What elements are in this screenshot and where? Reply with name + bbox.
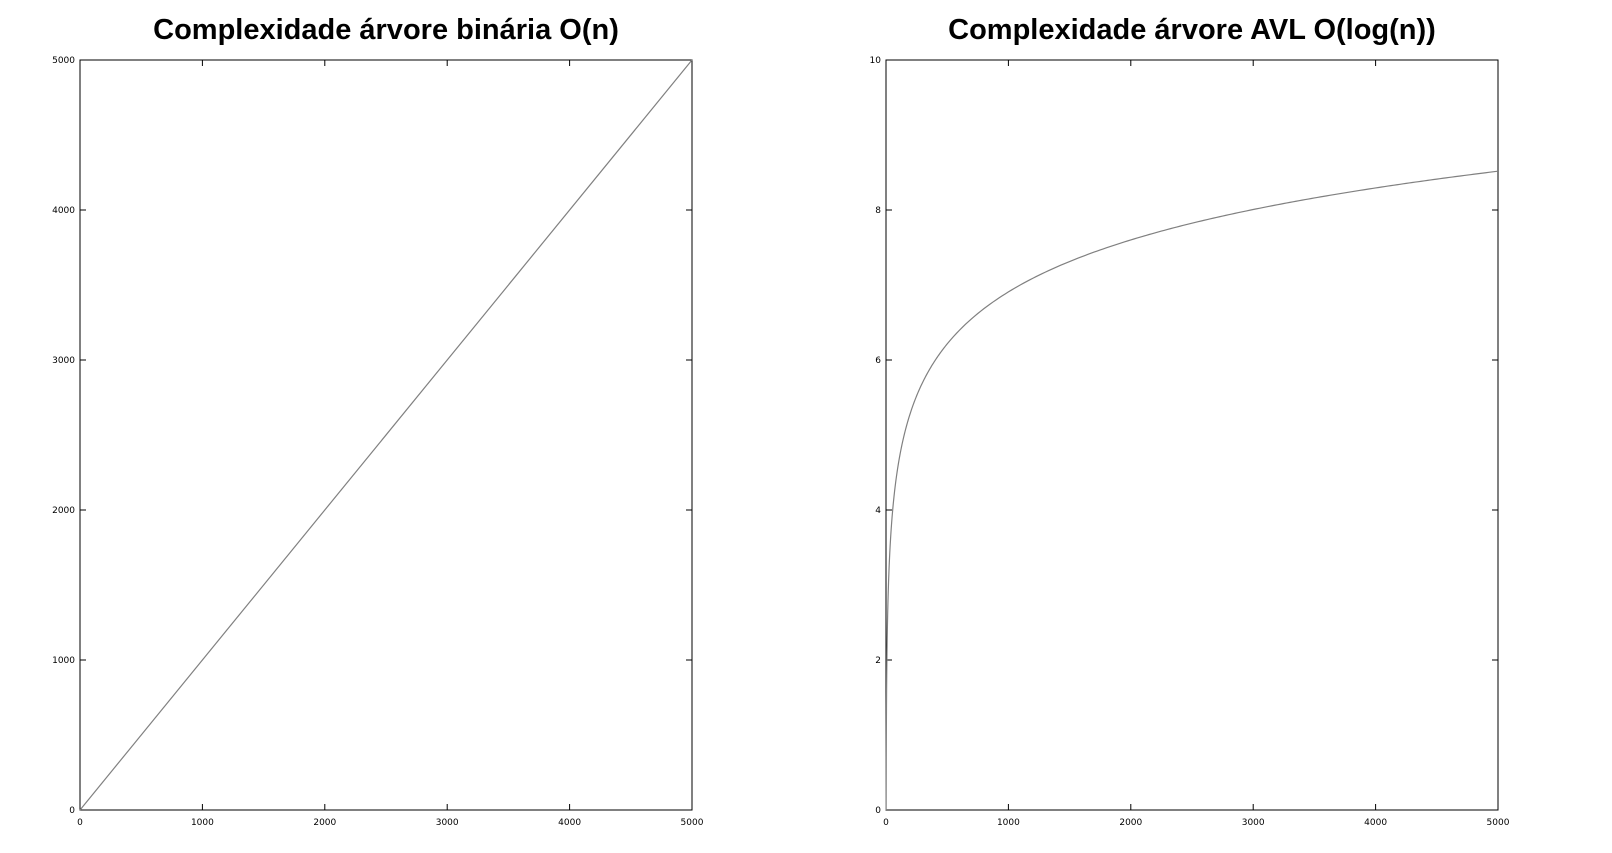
log-complexity-chart: Complexidade árvore AVL O(log(n)) 0 1000 2…	[806, 0, 1612, 853]
y-tick-label: 5000	[52, 56, 75, 66]
y-tick-label: 0	[875, 806, 881, 816]
y-tick-label: 2	[875, 656, 881, 666]
series-line	[885, 170, 1499, 811]
x-tick-label: 1000	[191, 818, 214, 828]
y-tick-label: 2000	[52, 506, 75, 516]
x-tick-label: 2000	[313, 818, 336, 828]
x-tick-label: 0	[883, 818, 889, 828]
x-tick-label: 4000	[558, 818, 581, 828]
series-line	[79, 59, 693, 811]
y-tick-label: 4000	[52, 206, 75, 216]
plot-frame	[79, 59, 693, 811]
x-tick-label: 3000	[436, 818, 459, 828]
x-tick-label: 4000	[1364, 818, 1387, 828]
log-plot-area: 0 1000 2000 3000 4000 5000 0 2 4 6 8 10	[870, 56, 1510, 828]
plot-frame	[885, 59, 1499, 811]
x-tick-label: 3000	[1242, 818, 1265, 828]
x-tick-label: 1000	[997, 818, 1020, 828]
y-tick-label: 1000	[52, 656, 75, 666]
y-tick-label: 4	[875, 506, 881, 516]
linear-plot-area: 0 1000 2000 3000 4000 5000 0 1000 2000 3000 4000 50…	[52, 56, 704, 828]
y-tick-label: 10	[870, 56, 882, 66]
chart-title: Complexidade árvore AVL O(log(n))	[948, 14, 1436, 46]
x-tick-label: 5000	[681, 818, 704, 828]
linear-complexity-chart: Complexidade árvore binária O(n) 0 1000 20…	[52, 14, 704, 828]
y-tick-label: 6	[875, 356, 881, 366]
x-tick-label: 0	[77, 818, 83, 828]
x-tick-label: 5000	[1487, 818, 1510, 828]
y-tick-label: 8	[875, 206, 881, 216]
chart-title: Complexidade árvore binária O(n)	[153, 14, 619, 46]
y-tick-label: 3000	[52, 356, 75, 366]
y-tick-label: 0	[69, 806, 75, 816]
x-tick-label: 2000	[1119, 818, 1142, 828]
